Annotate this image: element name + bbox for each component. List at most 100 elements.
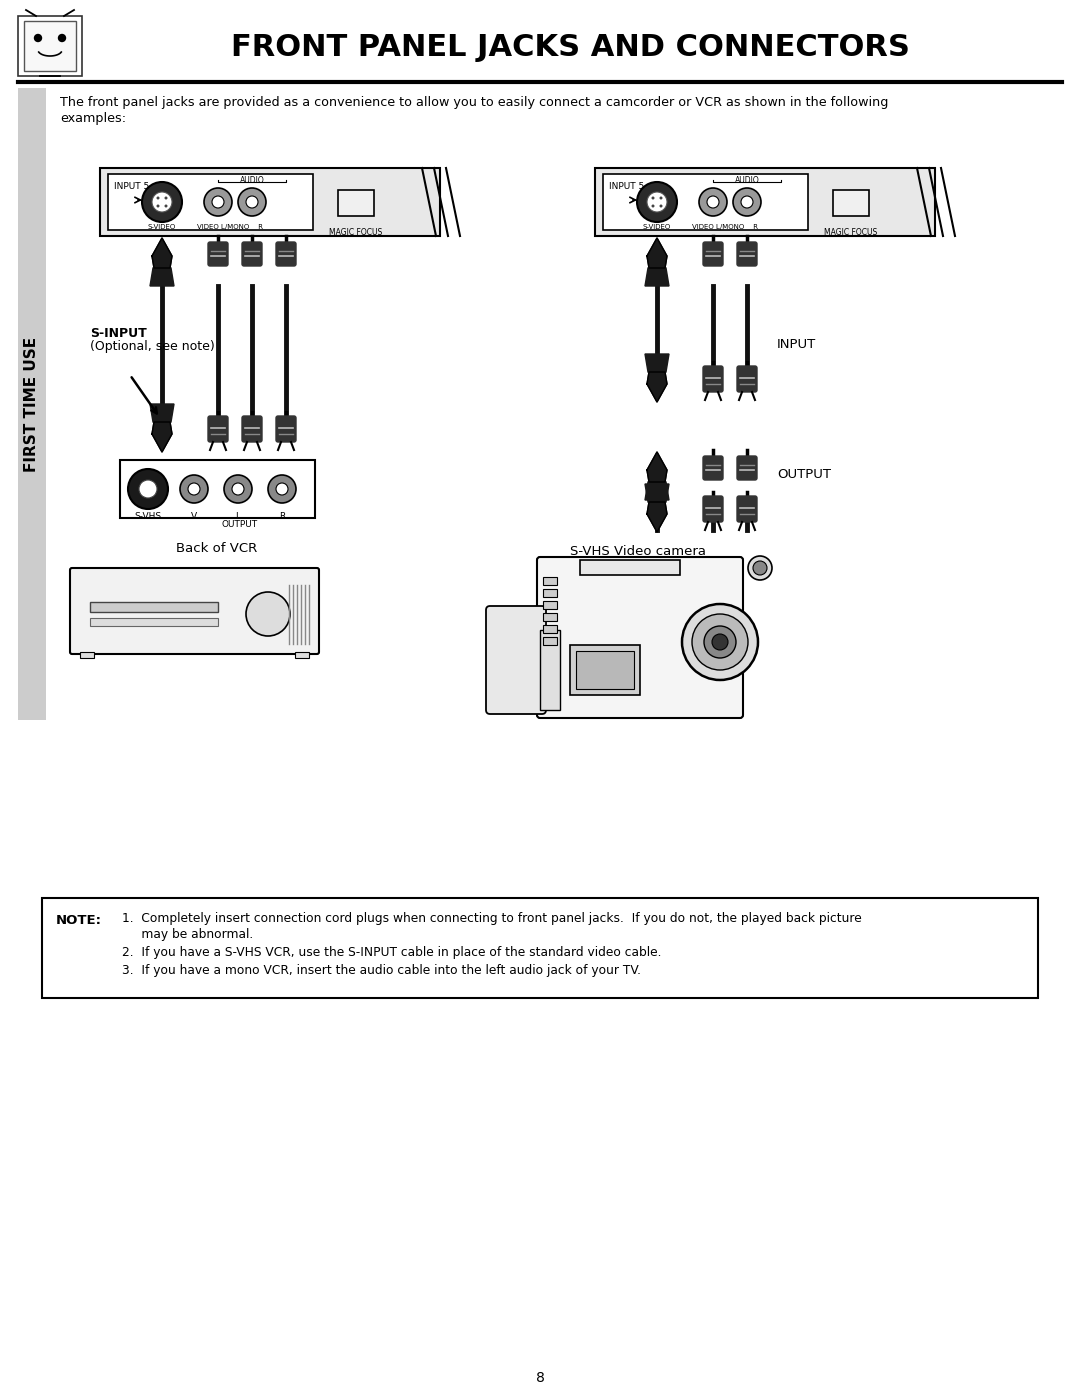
Bar	[543, 601, 557, 609]
FancyBboxPatch shape	[242, 242, 262, 265]
Circle shape	[276, 483, 288, 495]
FancyBboxPatch shape	[208, 242, 228, 265]
Bar	[742, 242, 752, 249]
Bar	[570, 645, 640, 694]
Circle shape	[741, 196, 753, 208]
Bar	[543, 577, 557, 585]
Circle shape	[139, 481, 157, 497]
Circle shape	[753, 562, 767, 576]
Polygon shape	[647, 237, 667, 268]
Circle shape	[246, 196, 258, 208]
Polygon shape	[150, 268, 174, 286]
Text: (Optional, see note): (Optional, see note)	[90, 339, 215, 353]
Circle shape	[152, 191, 172, 212]
Bar	[580, 560, 680, 576]
Bar	[708, 455, 718, 462]
Bar	[90, 617, 218, 626]
Circle shape	[157, 204, 160, 208]
FancyBboxPatch shape	[737, 242, 757, 265]
Text: AUDIO: AUDIO	[240, 176, 265, 184]
Polygon shape	[647, 453, 667, 482]
FancyBboxPatch shape	[703, 455, 723, 481]
Circle shape	[246, 592, 291, 636]
Text: FRONT PANEL JACKS AND CONNECTORS: FRONT PANEL JACKS AND CONNECTORS	[230, 34, 909, 63]
Bar	[543, 590, 557, 597]
Text: The front panel jacks are provided as a convenience to allow you to easily conne: The front panel jacks are provided as a …	[60, 96, 889, 109]
Circle shape	[681, 604, 758, 680]
Polygon shape	[645, 483, 669, 502]
Bar	[540, 630, 561, 710]
Text: S-VIDEO: S-VIDEO	[643, 224, 671, 231]
Bar	[108, 175, 313, 231]
Text: L: L	[235, 511, 241, 521]
Polygon shape	[152, 237, 172, 268]
FancyBboxPatch shape	[276, 242, 296, 265]
Text: 8: 8	[536, 1370, 544, 1384]
Bar	[18, 88, 46, 719]
Bar	[18, 15, 82, 75]
FancyBboxPatch shape	[276, 416, 296, 441]
Circle shape	[157, 197, 160, 200]
Text: V: V	[191, 511, 197, 521]
Circle shape	[35, 35, 41, 42]
Text: OUTPUT: OUTPUT	[777, 468, 831, 482]
Polygon shape	[150, 404, 174, 422]
FancyBboxPatch shape	[70, 569, 319, 654]
Circle shape	[212, 196, 224, 208]
Circle shape	[712, 634, 728, 650]
FancyBboxPatch shape	[737, 455, 757, 481]
Circle shape	[232, 483, 244, 495]
Text: S-INPUT: S-INPUT	[90, 327, 147, 339]
Circle shape	[141, 182, 183, 222]
Text: S-VHS: S-VHS	[134, 511, 162, 521]
Text: S-VHS Video camera: S-VHS Video camera	[570, 545, 706, 557]
Circle shape	[188, 483, 200, 495]
Bar	[708, 242, 718, 249]
Text: 3.  If you have a mono VCR, insert the audio cable into the left audio jack of y: 3. If you have a mono VCR, insert the au…	[122, 964, 642, 977]
Bar	[100, 168, 440, 236]
Text: NOTE:: NOTE:	[56, 914, 102, 928]
Circle shape	[180, 475, 208, 503]
Circle shape	[660, 197, 662, 200]
Bar	[42, 898, 1038, 997]
FancyBboxPatch shape	[242, 416, 262, 441]
Bar	[247, 242, 257, 249]
Circle shape	[238, 189, 266, 217]
Text: OUTPUT: OUTPUT	[221, 520, 258, 529]
Text: VIDEO L/MONO    R: VIDEO L/MONO R	[197, 224, 264, 231]
Text: Back of VCR: Back of VCR	[176, 542, 258, 555]
Bar	[543, 624, 557, 633]
Circle shape	[707, 196, 719, 208]
Bar	[595, 168, 935, 236]
FancyBboxPatch shape	[737, 366, 757, 393]
Polygon shape	[152, 422, 172, 453]
Bar	[603, 175, 808, 231]
Polygon shape	[645, 353, 669, 372]
Text: INPUT 5: INPUT 5	[609, 182, 645, 191]
Bar	[213, 242, 222, 249]
Circle shape	[268, 475, 296, 503]
Text: may be abnormal.: may be abnormal.	[122, 928, 253, 942]
Text: R: R	[279, 511, 285, 521]
Text: AUDIO: AUDIO	[734, 176, 759, 184]
Bar	[576, 651, 634, 689]
Text: 1.  Completely insert connection cord plugs when connecting to front panel jacks: 1. Completely insert connection cord plu…	[122, 912, 862, 925]
FancyBboxPatch shape	[703, 366, 723, 393]
FancyBboxPatch shape	[208, 416, 228, 441]
Circle shape	[164, 204, 167, 208]
Circle shape	[748, 556, 772, 580]
Polygon shape	[647, 372, 667, 402]
Circle shape	[164, 197, 167, 200]
FancyBboxPatch shape	[486, 606, 546, 714]
Bar	[742, 455, 752, 462]
Bar	[543, 637, 557, 645]
Text: INPUT 5: INPUT 5	[114, 182, 149, 191]
FancyBboxPatch shape	[537, 557, 743, 718]
Polygon shape	[647, 502, 667, 532]
Text: MAGIC FOCUS: MAGIC FOCUS	[329, 228, 382, 237]
Bar	[90, 602, 218, 612]
Bar	[338, 190, 374, 217]
Polygon shape	[645, 482, 669, 500]
FancyBboxPatch shape	[737, 496, 757, 522]
Bar	[833, 190, 869, 217]
